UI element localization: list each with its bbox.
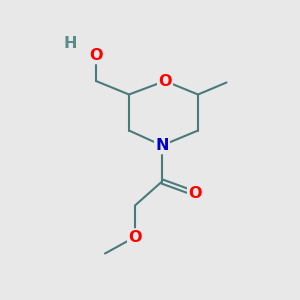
Text: O: O	[158, 74, 172, 88]
Text: H: H	[64, 36, 77, 51]
Text: O: O	[89, 48, 103, 63]
Text: O: O	[188, 186, 202, 201]
Text: N: N	[155, 138, 169, 153]
Text: O: O	[128, 230, 142, 244]
